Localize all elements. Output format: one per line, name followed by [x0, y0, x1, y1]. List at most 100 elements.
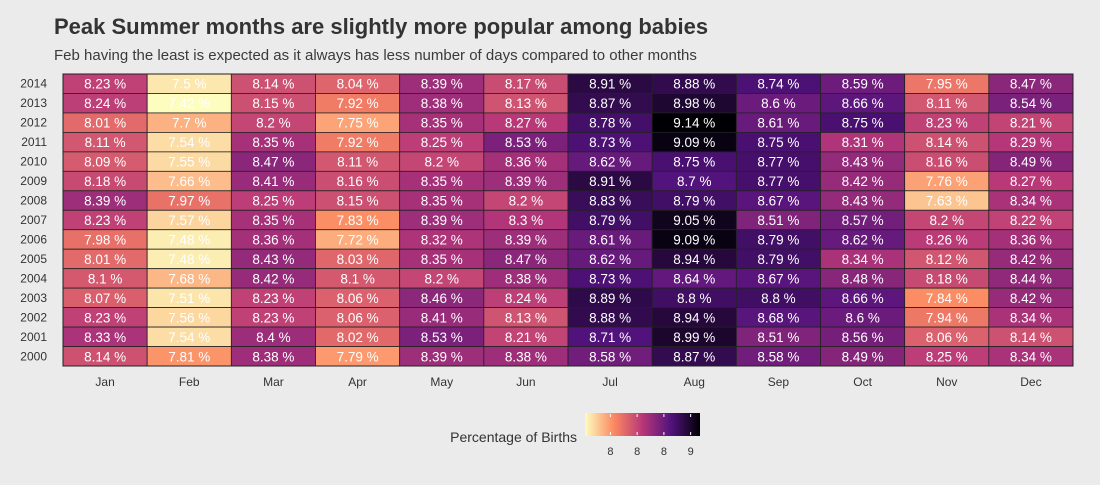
y-tick-label: 2001 — [20, 330, 47, 344]
heatmap-cell-label: 8.42 % — [1010, 252, 1052, 267]
heatmap-cell-label: 8.35 % — [421, 194, 463, 209]
heatmap-cell-label: 8.23 % — [926, 116, 968, 131]
x-tick-label: Nov — [936, 375, 957, 389]
heatmap-cell-label: 8.51 % — [757, 213, 799, 228]
heatmap-cell-label: 8.38 % — [505, 271, 547, 286]
heatmap-cell-label: 8.89 % — [589, 291, 631, 306]
heatmap-cell-label: 7.76 % — [926, 174, 968, 189]
heatmap-cell-label: 8.43 % — [252, 252, 294, 267]
legend-title: Percentage of Births — [450, 429, 577, 445]
x-axis-tick-labels: Jan Feb Mar Apr May Jun Jul Aug Sep Oct Nov Dec — [95, 375, 1041, 389]
legend-tick-label: 8 — [661, 446, 667, 458]
y-tick-label: 2006 — [20, 232, 47, 246]
heatmap-cell-label: 8.29 % — [1010, 135, 1052, 150]
heatmap-cell-label: 8.98 % — [673, 96, 715, 111]
x-tick-label: Apr — [348, 375, 367, 389]
y-axis-tick-labels: 2014 2013 2012 2011 2010 2009 2008 2007 2006 2005… — [20, 77, 47, 364]
heatmap-cell-label: 8.35 % — [421, 252, 463, 267]
heatmap-cell-label: 8.53 % — [421, 330, 463, 345]
heatmap-cell-label: 8.1 % — [88, 271, 123, 286]
heatmap-cell-label: 8.47 % — [252, 155, 294, 170]
heatmap-cell-label: 7.97 % — [168, 194, 210, 209]
heatmap-cell-label: 8.06 % — [337, 310, 379, 325]
heatmap-cell-label: 8.38 % — [252, 349, 294, 364]
y-tick-label: 2010 — [20, 155, 47, 169]
heatmap-cell-label: 7.68 % — [168, 271, 210, 286]
heatmap-cell-label: 8.67 % — [757, 194, 799, 209]
heatmap-cell-label: 8.49 % — [842, 349, 884, 364]
heatmap-cell-label: 8.14 % — [252, 77, 294, 92]
heatmap-cell-label: 8.35 % — [252, 213, 294, 228]
heatmap-cell-label: 8.7 % — [677, 174, 712, 189]
heatmap-cell-label: 8.67 % — [757, 271, 799, 286]
x-tick-label: Oct — [853, 375, 872, 389]
heatmap-cell-label: 7.95 % — [926, 77, 968, 92]
heatmap-cell-label: 8.22 % — [1010, 213, 1052, 228]
heatmap-cell-label: 7.66 % — [168, 174, 210, 189]
heatmap-cell-label: 8.66 % — [842, 291, 884, 306]
y-tick-label: 2003 — [20, 291, 47, 305]
heatmap-cell-label: 7.5 % — [172, 77, 207, 92]
heatmap-cell-label: 8.75 % — [757, 135, 799, 150]
heatmap-cell-label: 8.18 % — [926, 271, 968, 286]
legend-tick-label: 8 — [607, 446, 613, 458]
heatmap-cell-label: 8.17 % — [505, 77, 547, 92]
heatmap-cell-label: 8.42 % — [842, 174, 884, 189]
heatmap-cell-label: 8.66 % — [842, 96, 884, 111]
y-tick-label: 2004 — [20, 271, 47, 285]
x-tick-label: Jun — [516, 375, 535, 389]
heatmap-cell-label: 8.79 % — [757, 252, 799, 267]
heatmap-cell-label: 8.42 % — [252, 271, 294, 286]
heatmap-cell-label: 7.63 % — [926, 194, 968, 209]
heatmap-cell-label: 8.79 % — [589, 213, 631, 228]
heatmap-cell-label: 7.92 % — [337, 96, 379, 111]
heatmap-cell-label: 8.64 % — [673, 271, 715, 286]
heatmap-cell-label: 8.34 % — [842, 252, 884, 267]
heatmap-cell-label: 9.14 % — [673, 116, 715, 131]
heatmap-cell-label: 8.15 % — [252, 96, 294, 111]
heatmap-cell-label: 8.6 % — [845, 310, 880, 325]
heatmap-cell-label: 7.51 % — [168, 291, 210, 306]
heatmap-cell-label: 7.55 % — [168, 155, 210, 170]
x-tick-label: Jan — [95, 375, 114, 389]
x-tick-label: May — [430, 375, 453, 389]
heatmap-cell-label: 8.36 % — [1010, 232, 1052, 247]
heatmap-cell-label: 8.32 % — [421, 232, 463, 247]
heatmap-cell-label: 8.31 % — [842, 135, 884, 150]
heatmap-cell-label: 8.33 % — [84, 330, 126, 345]
heatmap-cell-label: 8.39 % — [84, 194, 126, 209]
heatmap-cell-label: 8.38 % — [505, 349, 547, 364]
heatmap-cell-label: 9.05 % — [673, 213, 715, 228]
heatmap-cell-label: 8.27 % — [1010, 174, 1052, 189]
heatmap-cell-label: 8.2 % — [509, 194, 544, 209]
heatmap-cell-label: 8.91 % — [589, 174, 631, 189]
heatmap-cell-label: 8.59 % — [842, 77, 884, 92]
heatmap-cell-label: 8.62 % — [589, 252, 631, 267]
x-tick-label: Sep — [768, 375, 790, 389]
x-tick-label: Feb — [179, 375, 200, 389]
y-tick-label: 2005 — [20, 252, 47, 266]
heatmap-cell-label: 7.42 % — [168, 96, 210, 111]
heatmap-cell-label: 7.81 % — [168, 349, 210, 364]
heatmap-cell-label: 8.25 % — [926, 349, 968, 364]
heatmap-cell-label: 8.24 % — [84, 96, 126, 111]
heatmap-cell-label: 8.06 % — [337, 291, 379, 306]
heatmap-cell-label: 8.14 % — [84, 349, 126, 364]
heatmap-cell-label: 8.35 % — [421, 116, 463, 131]
heatmap-cell-label: 8.41 % — [421, 310, 463, 325]
heatmap-cell-label: 8.87 % — [673, 349, 715, 364]
heatmap-cell-label: 8.8 % — [677, 291, 712, 306]
heatmap-cell-label: 9.09 % — [673, 135, 715, 150]
x-tick-label: Mar — [263, 375, 284, 389]
heatmap-cell-label: 8.1 % — [340, 271, 375, 286]
heatmap-cell-label: 8.49 % — [1010, 155, 1052, 170]
heatmap-cell-label: 8.47 % — [1010, 77, 1052, 92]
heatmap-cell-label: 8.61 % — [757, 116, 799, 131]
heatmap-cell-label: 8.03 % — [337, 252, 379, 267]
heatmap-cell-label: 8.16 % — [337, 174, 379, 189]
heatmap-cell-label: 8.42 % — [1010, 291, 1052, 306]
heatmap-cell-label: 7.94 % — [926, 310, 968, 325]
heatmap-cell-label: 8.06 % — [926, 330, 968, 345]
legend-color-bar — [585, 413, 700, 436]
